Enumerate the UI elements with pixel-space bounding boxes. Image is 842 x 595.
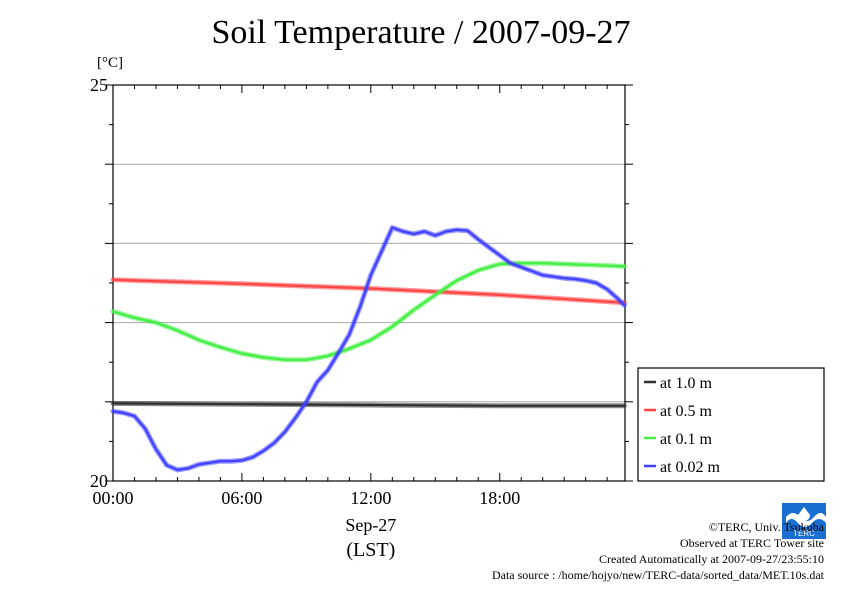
series-line (111, 226, 626, 471)
series-line (111, 262, 626, 361)
x-tick-label: 00:00 (92, 488, 133, 508)
legend-label: at 0.1 m (660, 431, 713, 448)
x-axis-date-label: Sep-27 (345, 515, 396, 535)
copyright-text: ©TERC, Univ. Tsukuba (708, 520, 824, 534)
y-axis-unit-label: [°C] (97, 55, 123, 71)
legend-label: at 0.5 m (660, 403, 713, 420)
observed-text: Observed at TERC Tower site (679, 536, 824, 550)
legend-label: at 1.0 m (660, 375, 713, 392)
x-tick-label: 18:00 (479, 488, 520, 508)
source-text: Data source : /home/hojyo/new/TERC-data/… (491, 568, 824, 582)
series-line (111, 278, 626, 304)
logo-text: TERC (793, 529, 815, 538)
y-tick-label: 20 (90, 471, 108, 491)
y-tick-label: 25 (90, 75, 108, 95)
chart-title: Soil Temperature / 2007-09-27 (211, 14, 631, 51)
legend-box (637, 367, 825, 482)
terc-logo-icon: TERC (782, 503, 826, 539)
legend-label: at 0.02 m (660, 459, 721, 476)
x-tick-label: 12:00 (350, 488, 391, 508)
x-tick-label: 06:00 (221, 488, 262, 508)
series-line (111, 402, 626, 407)
x-axis-timezone-label: (LST) (346, 539, 395, 561)
created-text: Created Automatically at 2007-09-27/23:5… (599, 552, 824, 566)
credits-block: ©TERC, Univ. Tsukuba Observed at TERC To… (492, 519, 824, 583)
